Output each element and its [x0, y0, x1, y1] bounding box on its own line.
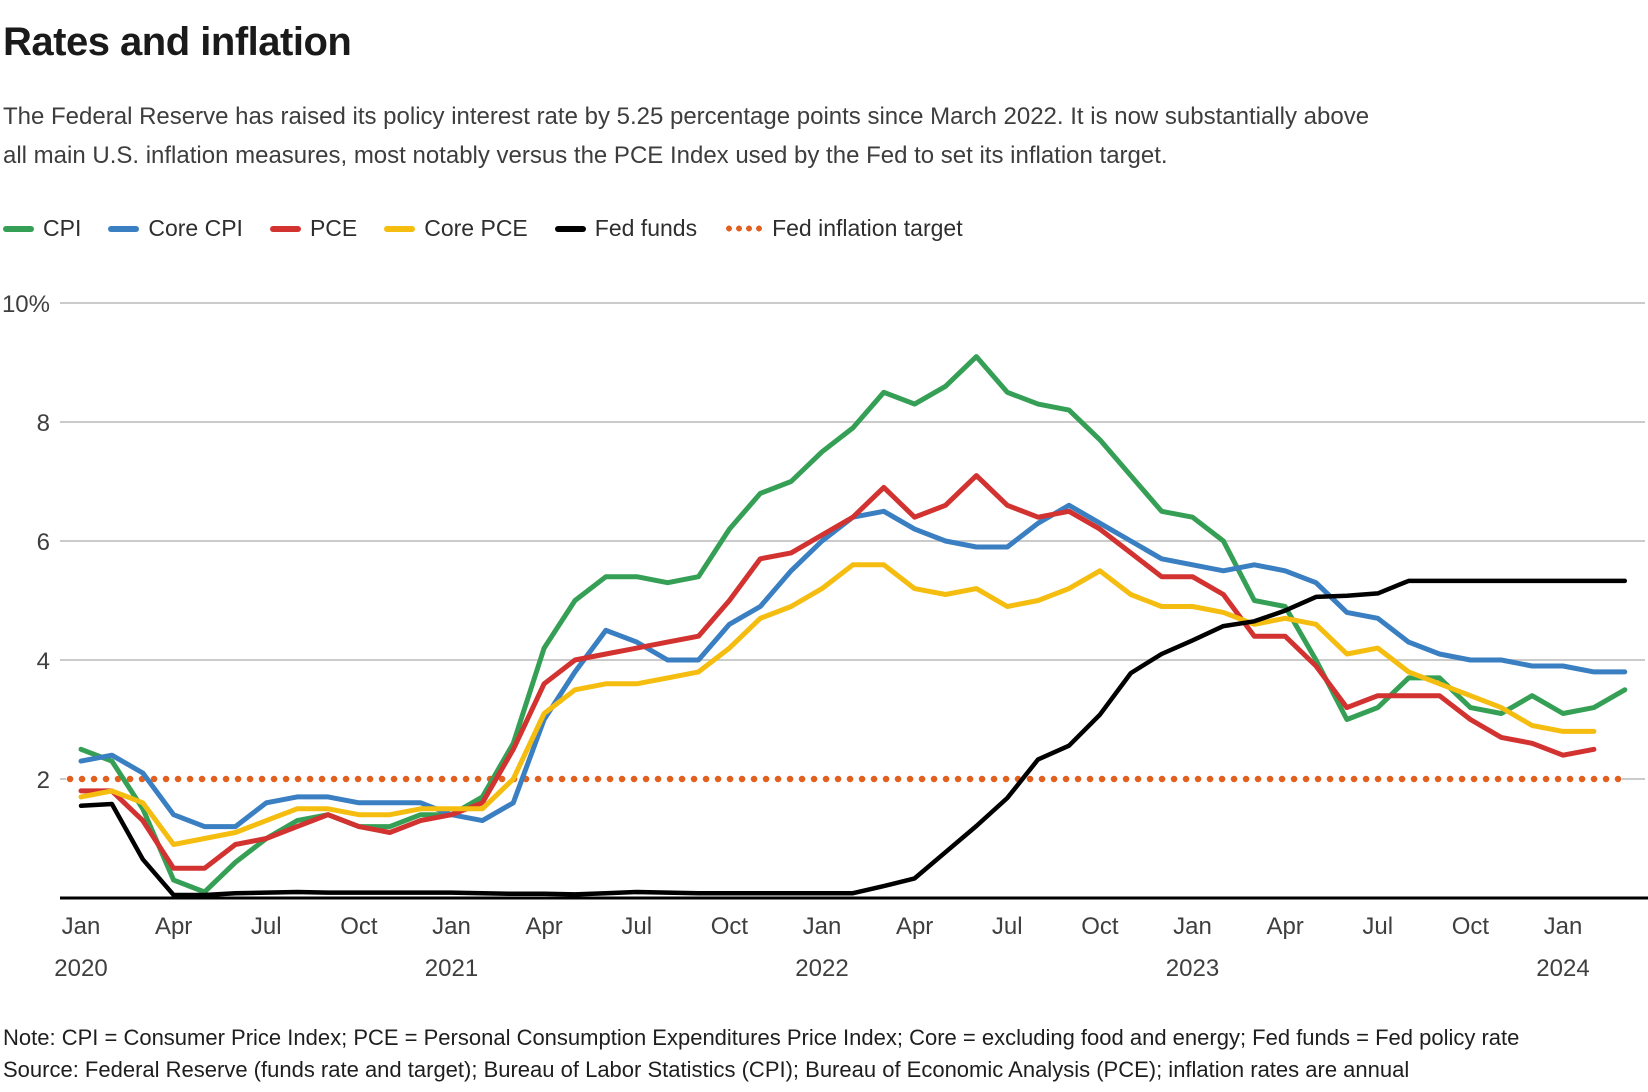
subtitle-line-2: all main U.S. inflation measures, most n… [3, 142, 1168, 169]
series-line-cpi [78, 354, 1628, 895]
y-tick-label-10: 10% [2, 291, 50, 318]
x-year-label-2022: 2022 [795, 955, 848, 982]
series-line-core-pce [78, 562, 1597, 847]
legend-label: Fed inflation target [772, 215, 963, 241]
x-tick-label: Jul [251, 913, 282, 940]
legend-swatch-fed-funds-icon [554, 225, 586, 232]
chart-footnotes: Note: CPI = Consumer Price Index; PCE = … [3, 1022, 1519, 1086]
x-tick-label: Jan [432, 913, 471, 940]
legend-swatch-core-pce-icon [384, 225, 416, 232]
legend-item-core-cpi: Core CPI [108, 215, 243, 242]
legend-label: CPI [43, 215, 82, 241]
legend-label: PCE [309, 215, 358, 241]
legend-item-core-pce: Core PCE [384, 215, 528, 242]
legend-swatch-fed-target-icon [724, 225, 764, 232]
subtitle-line-1: The Federal Reserve has raised its polic… [3, 103, 1370, 130]
x-tick-label: Jan [1173, 913, 1212, 940]
legend-label: Core PCE [424, 215, 528, 241]
x-tick-label: Apr [896, 913, 933, 940]
x-tick-label: Oct [1452, 913, 1490, 940]
x-year-label-2020: 2020 [54, 955, 107, 982]
page-title: Rates and inflation [3, 20, 352, 64]
x-tick-label: Jan [803, 913, 842, 940]
y-tick-label-4: 4 [37, 648, 50, 675]
x-tick-label: Jan [62, 913, 101, 940]
legend-item-cpi: CPI [3, 215, 81, 242]
y-tick-label-8: 8 [37, 410, 50, 437]
x-tick-label: Jan [1544, 913, 1583, 940]
legend-swatch-pce-icon [269, 225, 301, 232]
x-tick-label: Oct [1081, 913, 1119, 940]
x-tick-label: Oct [340, 913, 378, 940]
legend-item-fed-funds: Fed funds [554, 215, 698, 242]
legend-label: Core CPI [148, 215, 243, 241]
legend-swatch-core-cpi-icon [108, 225, 140, 232]
x-year-label-2023: 2023 [1166, 955, 1219, 982]
note-text: Note: CPI = Consumer Price Index; PCE = … [3, 1025, 1520, 1050]
legend-label: Fed funds [594, 215, 698, 241]
series-line-pce [78, 473, 1597, 871]
x-tick-label: Jul [992, 913, 1023, 940]
subtitle: The Federal Reserve has raised its polic… [3, 97, 1369, 175]
x-year-label-2024: 2024 [1536, 955, 1589, 982]
chart-legend: CPI Core CPI PCE Core PCE Fed funds Fed infla… [3, 215, 963, 242]
x-year-label-2021: 2021 [425, 955, 478, 982]
x-tick-label: Apr [525, 913, 562, 940]
y-tick-label-2: 2 [37, 767, 50, 794]
y-tick-label-6: 6 [37, 529, 50, 556]
x-tick-label: Jul [1362, 913, 1393, 940]
legend-swatch-cpi-icon [3, 225, 34, 232]
series-line-core-cpi [78, 502, 1628, 830]
source-text: Source: Federal Reserve (funds rate and … [3, 1057, 1410, 1082]
legend-item-pce: PCE [269, 215, 358, 242]
x-tick-label: Apr [1266, 913, 1303, 940]
series-line-fed-funds [78, 578, 1628, 898]
x-tick-label: Apr [155, 913, 192, 940]
x-tick-label: Oct [711, 913, 749, 940]
x-tick-label: Jul [621, 913, 652, 940]
legend-item-fed-target: Fed inflation target [724, 215, 963, 242]
